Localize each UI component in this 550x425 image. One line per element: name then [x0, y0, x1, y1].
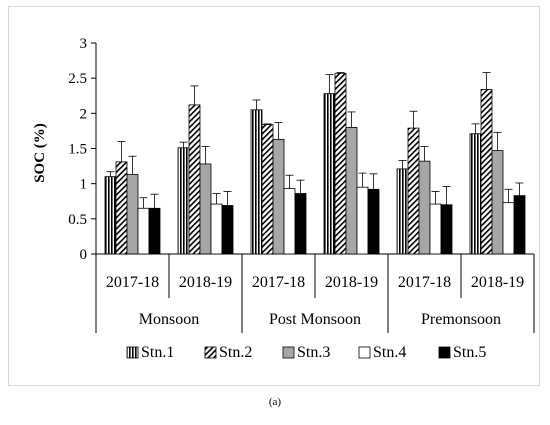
panel-label: (a) — [268, 396, 282, 408]
y-tick-label: 0 — [80, 247, 88, 263]
bar-stn5 — [367, 188, 380, 255]
x-category-label: 2018-19 — [179, 274, 232, 291]
bar-stn3 — [199, 163, 212, 255]
bar-stn1 — [323, 93, 336, 255]
y-tick-label: 1 — [80, 177, 88, 193]
bar-stn3 — [345, 127, 358, 255]
bar-stn2 — [480, 89, 493, 255]
y-tick-label: 3 — [80, 36, 88, 52]
y-tick-label: 1.5 — [68, 142, 87, 158]
bar-stn3 — [126, 174, 139, 255]
bar-stn2 — [261, 124, 274, 255]
chart-frame: 0 0.5 1 1.5 2 2.5 3 2017-18 2018-19 2017-18 2018-1… — [8, 6, 540, 386]
bar-stn1 — [396, 168, 409, 255]
bar-stn4 — [283, 188, 296, 255]
legend-label: Stn.2 — [219, 344, 252, 361]
bar-stn2 — [188, 104, 201, 255]
bar-stn1 — [177, 147, 190, 255]
bar-stn4 — [137, 207, 150, 255]
y-axis-label: SOC (%) — [32, 123, 48, 183]
legend-label: Stn.4 — [373, 344, 406, 361]
legend-swatch — [126, 346, 139, 359]
bar-stn4 — [429, 203, 442, 255]
x-category-label: 2017-18 — [106, 274, 159, 291]
y-tick-label: 2 — [80, 106, 88, 122]
x-group-label: Premonsoon — [421, 311, 501, 328]
x-group-label: Monsoon — [139, 311, 199, 328]
soc-bar-chart: 0 0.5 1 1.5 2 2.5 3 2017-18 2018-19 2017-18 2018-1… — [32, 36, 535, 361]
bar-stn1 — [469, 133, 482, 255]
y-tick-label: 0.5 — [68, 212, 87, 228]
x-category-label: 2017-18 — [252, 274, 305, 291]
bar-stn5 — [294, 193, 307, 255]
bar-stn3 — [418, 160, 431, 255]
legend-label: Stn.3 — [297, 344, 330, 361]
x-category-label: 2017-18 — [398, 274, 451, 291]
bar-stn2 — [115, 161, 128, 255]
x-category-label: 2018-19 — [471, 274, 524, 291]
bar-stn4 — [502, 202, 515, 255]
bar-stn1 — [250, 109, 263, 255]
bar-stn4 — [356, 186, 369, 255]
bar-stn4 — [210, 203, 223, 255]
x-category-label: 2018-19 — [325, 274, 378, 291]
legend-swatch — [204, 346, 217, 359]
bar-stn2 — [407, 127, 420, 255]
legend-label: Stn.5 — [453, 344, 486, 361]
bar-stn5 — [513, 195, 526, 255]
bar-stn3 — [272, 138, 285, 255]
y-tick-label: 2.5 — [68, 71, 87, 87]
bar-stn5 — [221, 205, 234, 255]
bar-stn1 — [104, 176, 117, 255]
legend-swatch — [358, 346, 371, 359]
legend-swatch — [282, 346, 295, 359]
bar-stn5 — [440, 204, 453, 255]
bar-stn2 — [334, 72, 347, 255]
bar-stn5 — [148, 207, 161, 255]
legend-label: Stn.1 — [141, 344, 174, 361]
legend-swatch — [438, 346, 451, 359]
bar-stn3 — [491, 150, 504, 255]
x-group-label: Post Monsoon — [269, 311, 361, 328]
